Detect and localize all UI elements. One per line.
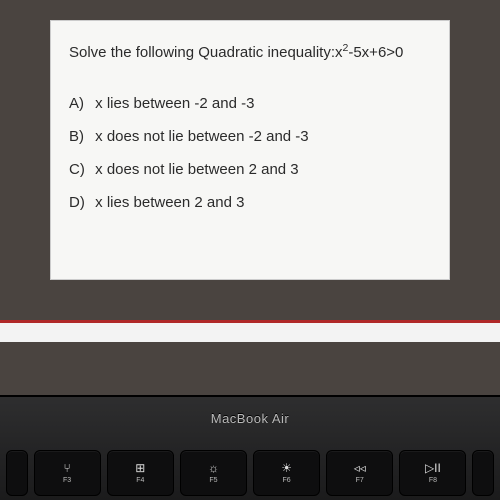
key-label: F3 <box>63 477 71 484</box>
key-f8: ▷II F8 <box>399 450 466 496</box>
key-edge <box>6 450 28 496</box>
key-label: F5 <box>209 477 217 484</box>
key-label: F8 <box>429 477 437 484</box>
question-card: Solve the following Quadratic inequality… <box>50 20 450 280</box>
key-label: F4 <box>136 477 144 484</box>
keyboard-bright-icon: ☀ <box>281 462 292 474</box>
option-a[interactable]: A) x lies between -2 and -3 <box>69 93 431 114</box>
option-d[interactable]: D) x lies between 2 and 3 <box>69 192 431 213</box>
options-list: A) x lies between -2 and -3 B) x does no… <box>69 93 431 213</box>
prompt-text: Solve the following Quadratic inequality… <box>69 44 335 61</box>
rewind-icon: ◃◃ <box>354 462 366 474</box>
mission-control-icon: ⑂ <box>64 462 71 474</box>
option-text: x does not lie between -2 and -3 <box>95 128 308 145</box>
expr-tail: -5x+6>0 <box>348 44 403 61</box>
option-text: x does not lie between 2 and 3 <box>95 161 298 178</box>
option-label: D) <box>69 192 91 213</box>
option-label: A) <box>69 93 91 114</box>
option-text: x lies between 2 and 3 <box>95 194 244 211</box>
keyboard-dim-icon: ☼ <box>208 462 219 474</box>
key-label: F7 <box>356 477 364 484</box>
key-f3: ⑂ F3 <box>34 450 101 496</box>
key-label: F6 <box>283 477 291 484</box>
laptop-brand: MacBook Air <box>0 397 500 426</box>
option-b[interactable]: B) x does not lie between -2 and -3 <box>69 126 431 147</box>
option-label: B) <box>69 126 91 147</box>
expr-x: x <box>335 44 343 61</box>
play-pause-icon: ▷II <box>425 462 441 474</box>
key-edge <box>472 450 494 496</box>
key-f4: ⊞ F4 <box>107 450 174 496</box>
launchpad-icon: ⊞ <box>135 462 145 474</box>
key-f6: ☀ F6 <box>253 450 320 496</box>
option-c[interactable]: C) x does not lie between 2 and 3 <box>69 159 431 180</box>
function-key-row: ⑂ F3 ⊞ F4 ☼ F5 ☀ F6 ◃◃ F7 ▷II F8 <box>0 450 500 500</box>
progress-bar[interactable] <box>0 320 500 342</box>
key-f7: ◃◃ F7 <box>326 450 393 496</box>
key-f5: ☼ F5 <box>180 450 247 496</box>
option-text: x lies between -2 and -3 <box>95 95 254 112</box>
laptop-bezel: MacBook Air ✳ ⑂ F3 ⊞ F4 ☼ F5 ☀ F6 ◃◃ F7 … <box>0 395 500 500</box>
option-label: C) <box>69 159 91 180</box>
question-prompt: Solve the following Quadratic inequality… <box>69 41 431 65</box>
